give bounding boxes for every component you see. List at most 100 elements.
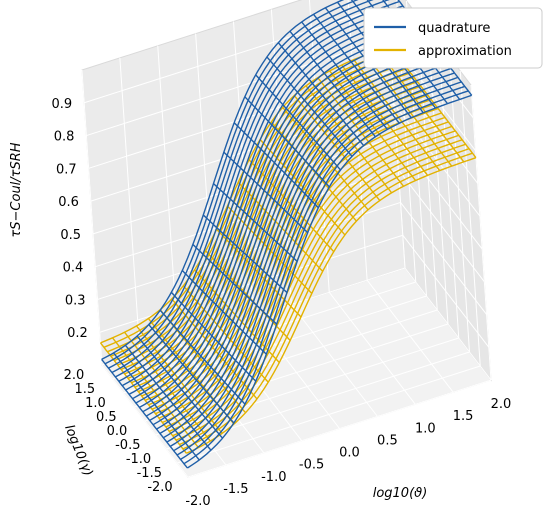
approximation-wire bbox=[148, 107, 439, 406]
approximation-wire bbox=[305, 85, 393, 194]
y-tick-label: -1.5 bbox=[137, 466, 162, 481]
grid-line bbox=[134, 309, 438, 408]
approximation-wire bbox=[179, 148, 470, 446]
quadrature-wire bbox=[113, 352, 200, 461]
quadrature-wire bbox=[192, 243, 278, 325]
quadrature-wire bbox=[255, 74, 342, 171]
quadrature-wire bbox=[152, 49, 438, 426]
z-tick-label: 0.8 bbox=[54, 130, 75, 145]
quadrature-wire bbox=[213, 183, 298, 262]
x-tick-label: 0.0 bbox=[339, 446, 360, 461]
approximation-wire bbox=[377, 49, 465, 163]
approximation-wire bbox=[194, 269, 280, 363]
approximation-wire bbox=[134, 90, 425, 388]
z-tick-label: 0.2 bbox=[67, 326, 88, 341]
quadrature-wire bbox=[173, 76, 459, 452]
x-tick-label: -0.5 bbox=[299, 458, 324, 473]
y-tick-label: 1.0 bbox=[85, 396, 106, 411]
quadrature-wire bbox=[124, 344, 212, 451]
quadrature-wire bbox=[187, 94, 472, 469]
x-tick-label: 2.0 bbox=[491, 397, 512, 412]
legend: quadrature approximation bbox=[363, 7, 543, 69]
approximation-wire bbox=[248, 159, 335, 253]
approximation-wire bbox=[151, 112, 442, 410]
quadrature-wire bbox=[156, 54, 441, 430]
approximation-wire bbox=[123, 331, 211, 442]
quadrature-wire bbox=[128, 18, 414, 395]
legend-box bbox=[363, 7, 543, 69]
z-axis-label: τS−Coul/τSRH bbox=[9, 142, 24, 237]
x-tick-label: 0.5 bbox=[377, 433, 398, 448]
approximation-wire bbox=[186, 157, 477, 454]
quadrature-wire bbox=[181, 270, 267, 355]
approximation-wire bbox=[182, 152, 473, 450]
y-tick-label: -1.0 bbox=[126, 452, 151, 467]
quadrature-wire bbox=[266, 56, 353, 157]
x-tick-label: -2.0 bbox=[185, 494, 210, 509]
grid-line bbox=[438, 42, 460, 339]
y-tick-label: 0.0 bbox=[107, 424, 128, 439]
approximation-wire bbox=[341, 64, 429, 176]
z-tick-label: 0.5 bbox=[60, 228, 81, 243]
z-tick-label: 0.7 bbox=[56, 162, 77, 177]
grid-line bbox=[157, 45, 179, 341]
quadrature-wire bbox=[148, 324, 235, 424]
grid-line bbox=[400, 202, 487, 315]
quadrature-wire bbox=[277, 42, 365, 147]
y-tick-label: 0.5 bbox=[96, 410, 117, 425]
x-tick-label: 1.0 bbox=[415, 421, 436, 436]
approximation-wire bbox=[127, 81, 418, 379]
grid-line bbox=[233, 21, 254, 317]
grid-line bbox=[427, 28, 449, 325]
quadrature-wire bbox=[104, 0, 359, 365]
x-tick-label: -1.5 bbox=[223, 482, 248, 497]
quadrature-wire bbox=[166, 67, 452, 443]
quadrature-wire bbox=[111, 0, 390, 374]
z-tick-label: 0.4 bbox=[63, 261, 84, 276]
approximation-wire bbox=[138, 94, 429, 393]
quadrature-wire bbox=[176, 81, 462, 456]
z-tick-label: 0.3 bbox=[65, 293, 86, 308]
quadrature-wire bbox=[233, 122, 319, 209]
quadrature-wire bbox=[312, 13, 400, 124]
quadrature-wire bbox=[136, 335, 224, 439]
quadrature-wire bbox=[159, 309, 246, 405]
approximation-wire bbox=[111, 337, 199, 449]
grid-line bbox=[404, 267, 492, 381]
legend-label-quadrature: quadrature bbox=[418, 21, 490, 36]
grid-line bbox=[290, 304, 378, 417]
grid-line bbox=[81, 69, 103, 366]
quadrature-wire bbox=[101, 0, 345, 361]
grid-line bbox=[395, 136, 483, 250]
x-tick-label: -1.0 bbox=[261, 470, 286, 485]
quadrature-wire bbox=[101, 358, 188, 469]
grid-line bbox=[86, 38, 390, 137]
y-tick-label: -2.0 bbox=[147, 480, 172, 495]
y-tick-label: 1.5 bbox=[74, 382, 95, 397]
quadrature-wire bbox=[159, 58, 445, 435]
quadrature-wire bbox=[301, 21, 388, 130]
approximation-wire bbox=[124, 76, 415, 375]
grid-line bbox=[402, 234, 490, 348]
quadrature-wire bbox=[289, 30, 376, 138]
approximation-wire bbox=[144, 103, 435, 402]
grid-line bbox=[449, 56, 470, 353]
y-tick-label: 2.0 bbox=[64, 368, 85, 383]
grid-line bbox=[119, 57, 141, 353]
x-tick-label: 1.5 bbox=[453, 409, 474, 424]
quadrature-wire bbox=[170, 291, 257, 382]
quadrature-wire bbox=[118, 5, 404, 382]
approximation-wire bbox=[141, 98, 432, 397]
quadrature-wire bbox=[202, 214, 288, 294]
grid-line bbox=[459, 70, 481, 367]
grid-line bbox=[97, 201, 401, 300]
legend-label-approximation: approximation bbox=[418, 44, 512, 59]
grid-line bbox=[123, 295, 427, 394]
grid-line bbox=[366, 279, 454, 393]
grid-line bbox=[328, 291, 416, 405]
z-tick-label: 0.6 bbox=[58, 195, 79, 210]
grid-line bbox=[470, 84, 492, 381]
quadrature-wire bbox=[169, 72, 455, 448]
approximation-wire bbox=[131, 85, 422, 384]
